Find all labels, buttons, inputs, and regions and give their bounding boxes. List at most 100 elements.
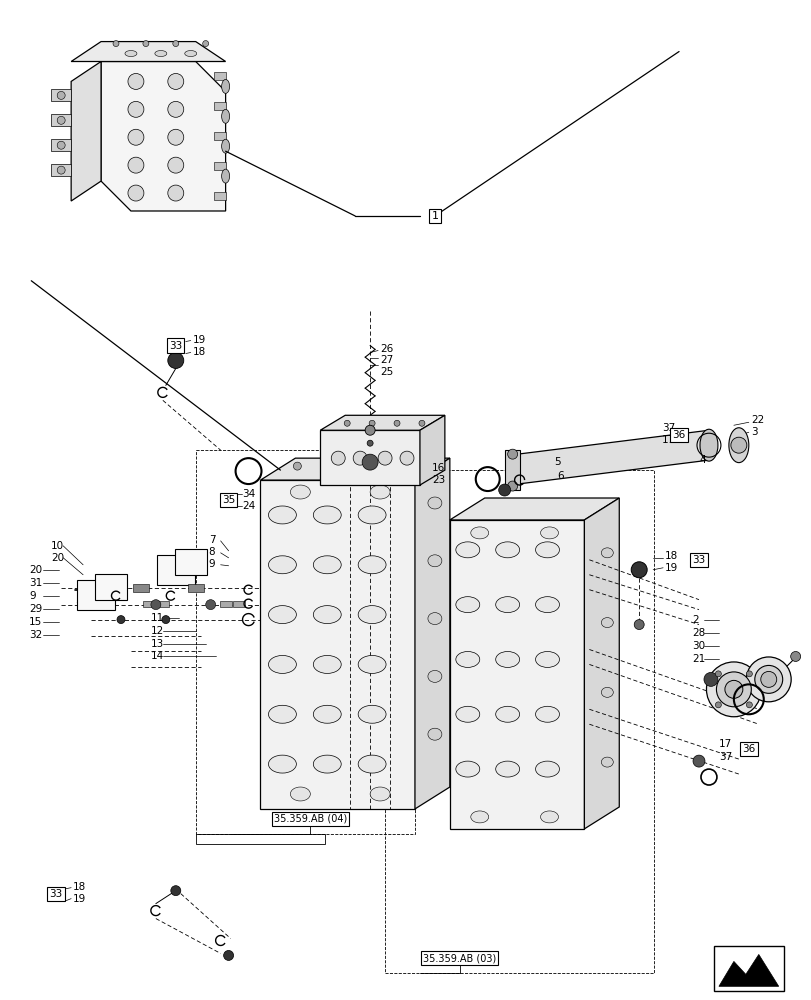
Text: 15: 15 (29, 617, 42, 627)
Ellipse shape (601, 757, 612, 767)
Text: 19: 19 (664, 563, 677, 573)
Circle shape (205, 600, 216, 610)
Bar (195, 834, 325, 844)
Ellipse shape (535, 761, 559, 777)
Ellipse shape (370, 485, 389, 499)
Circle shape (418, 420, 424, 426)
Polygon shape (71, 42, 225, 62)
Polygon shape (449, 498, 619, 520)
Ellipse shape (125, 51, 137, 57)
Text: 16: 16 (431, 463, 444, 473)
Text: 6: 6 (557, 471, 564, 481)
Ellipse shape (268, 655, 296, 673)
Polygon shape (101, 62, 225, 211)
Ellipse shape (313, 755, 341, 773)
Ellipse shape (221, 79, 230, 93)
Polygon shape (449, 520, 584, 829)
Ellipse shape (535, 651, 559, 667)
Text: 32: 32 (29, 630, 42, 640)
Text: 12: 12 (151, 626, 164, 636)
Ellipse shape (715, 672, 750, 707)
Bar (219, 601, 231, 607)
Ellipse shape (540, 527, 558, 539)
Circle shape (703, 672, 717, 686)
Text: 18: 18 (192, 347, 206, 357)
Ellipse shape (535, 706, 559, 722)
Ellipse shape (358, 755, 385, 773)
Text: 18: 18 (664, 551, 677, 561)
Circle shape (293, 462, 301, 470)
Ellipse shape (268, 556, 296, 574)
Text: 37: 37 (718, 752, 732, 762)
Polygon shape (320, 415, 444, 430)
Text: 35.359.AB (04): 35.359.AB (04) (273, 814, 346, 824)
Ellipse shape (745, 657, 790, 702)
Ellipse shape (268, 606, 296, 624)
Polygon shape (260, 458, 449, 480)
Ellipse shape (358, 705, 385, 723)
Circle shape (168, 185, 183, 201)
Bar (157, 555, 195, 585)
Ellipse shape (155, 51, 166, 57)
Circle shape (168, 157, 183, 173)
Circle shape (57, 166, 65, 174)
Circle shape (507, 449, 517, 459)
Text: 22: 22 (750, 415, 763, 425)
Ellipse shape (495, 542, 519, 558)
Ellipse shape (495, 651, 519, 667)
Ellipse shape (268, 506, 296, 524)
Bar (51, 139, 71, 151)
Ellipse shape (427, 728, 441, 740)
Circle shape (168, 353, 183, 368)
Ellipse shape (535, 597, 559, 613)
Bar (187, 584, 204, 592)
Ellipse shape (358, 606, 385, 624)
Ellipse shape (370, 787, 389, 801)
Bar (384, 470, 654, 973)
Circle shape (353, 451, 367, 465)
Circle shape (344, 420, 350, 426)
Polygon shape (419, 415, 444, 485)
Text: 26: 26 (380, 344, 393, 354)
Ellipse shape (601, 687, 612, 697)
Ellipse shape (185, 51, 196, 57)
Text: 3: 3 (750, 427, 757, 437)
Circle shape (331, 451, 345, 465)
Ellipse shape (427, 670, 441, 682)
Ellipse shape (535, 542, 559, 558)
Circle shape (406, 462, 414, 470)
Circle shape (630, 562, 646, 578)
Circle shape (714, 671, 720, 677)
Ellipse shape (495, 597, 519, 613)
Text: 10: 10 (51, 541, 64, 551)
Circle shape (730, 437, 746, 453)
Ellipse shape (728, 428, 748, 463)
Text: 7: 7 (208, 535, 215, 545)
Ellipse shape (455, 651, 479, 667)
Text: 21: 21 (691, 654, 705, 664)
Circle shape (170, 886, 181, 896)
Ellipse shape (313, 655, 341, 673)
Text: 11: 11 (151, 613, 164, 623)
Ellipse shape (754, 665, 782, 693)
Ellipse shape (313, 506, 341, 524)
Text: 33: 33 (692, 555, 705, 565)
Circle shape (369, 462, 376, 470)
Bar (157, 601, 169, 607)
Circle shape (223, 950, 234, 960)
Text: 36: 36 (741, 744, 754, 754)
Text: 36: 36 (672, 430, 684, 440)
Circle shape (57, 141, 65, 149)
Circle shape (507, 481, 517, 491)
Circle shape (745, 702, 752, 708)
Bar (51, 114, 71, 126)
Circle shape (57, 116, 65, 124)
Circle shape (57, 91, 65, 99)
Ellipse shape (470, 811, 488, 823)
Ellipse shape (699, 429, 717, 461)
Bar (213, 132, 225, 140)
Circle shape (173, 41, 178, 47)
Bar (174, 549, 207, 575)
Ellipse shape (601, 618, 612, 628)
Ellipse shape (290, 485, 310, 499)
